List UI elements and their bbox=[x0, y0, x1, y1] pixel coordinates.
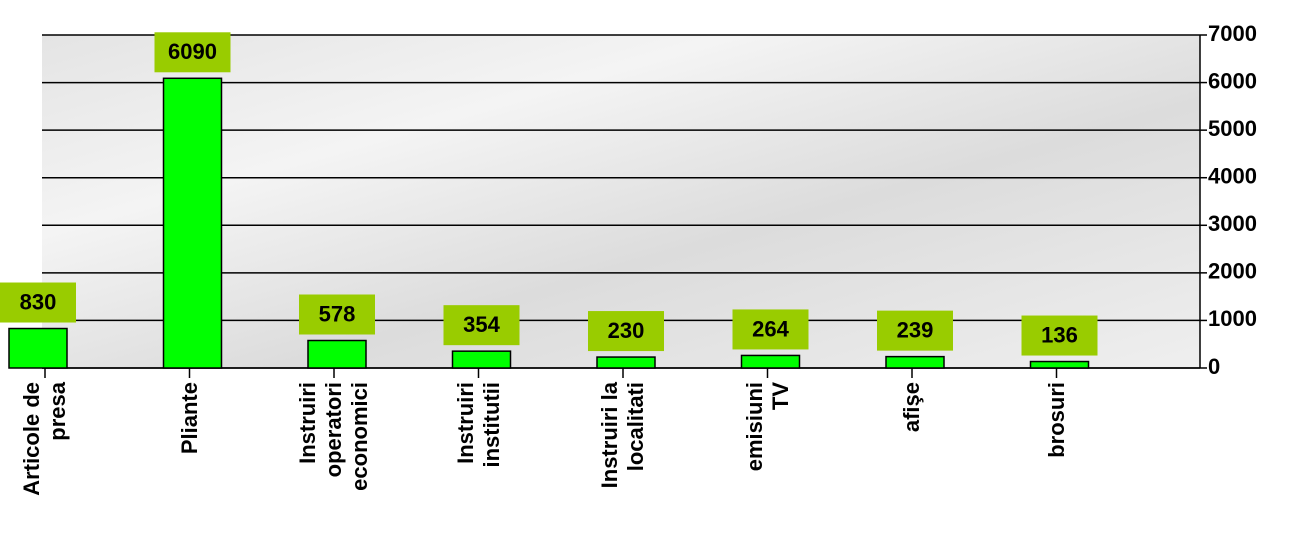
bar bbox=[451, 350, 512, 369]
value-label: 6090 bbox=[168, 39, 217, 64]
bar bbox=[307, 339, 367, 369]
value-label: 230 bbox=[608, 318, 645, 343]
value-label-box bbox=[1021, 315, 1098, 356]
x-tick-label: Pliante bbox=[176, 382, 202, 455]
value-label: 239 bbox=[897, 317, 934, 342]
y-tick-label: 0 bbox=[1208, 354, 1220, 379]
y-tick-label: 2000 bbox=[1208, 259, 1257, 284]
bar bbox=[1029, 360, 1090, 369]
value-label: 830 bbox=[20, 289, 57, 314]
value-label-box bbox=[443, 305, 520, 346]
value-label: 578 bbox=[319, 301, 356, 326]
bar bbox=[596, 356, 656, 369]
value-label-box bbox=[732, 309, 809, 350]
y-tick-label: 5000 bbox=[1208, 116, 1257, 141]
x-tick-label: Instruiri institutii bbox=[452, 382, 504, 468]
y-tick-label: 6000 bbox=[1208, 68, 1257, 93]
x-tick-label: emisiuni TV bbox=[741, 382, 793, 472]
value-label: 136 bbox=[1041, 322, 1078, 347]
bar bbox=[162, 77, 223, 369]
x-tick-label: Instruiri operatori economici bbox=[295, 382, 372, 491]
x-tick-label: brosuri bbox=[1043, 382, 1069, 458]
y-tick-label: 3000 bbox=[1208, 211, 1257, 236]
value-label-box bbox=[0, 282, 76, 323]
y-tick-label: 4000 bbox=[1208, 164, 1257, 189]
bar bbox=[885, 355, 945, 369]
x-tick-label: Instruiri la localitati bbox=[597, 382, 648, 489]
x-tick-label: Articole de presa bbox=[19, 382, 70, 496]
value-label-box bbox=[154, 32, 231, 73]
value-label: 264 bbox=[752, 316, 789, 341]
bar bbox=[8, 327, 68, 369]
value-label-box bbox=[877, 310, 953, 351]
value-label-box bbox=[299, 294, 375, 335]
value-label-box bbox=[588, 311, 664, 352]
y-tick-label: 7000 bbox=[1208, 21, 1257, 46]
value-label: 354 bbox=[463, 312, 500, 337]
y-tick-label: 1000 bbox=[1208, 306, 1257, 331]
bar bbox=[740, 354, 801, 369]
x-tick-label: afişe bbox=[899, 382, 924, 433]
